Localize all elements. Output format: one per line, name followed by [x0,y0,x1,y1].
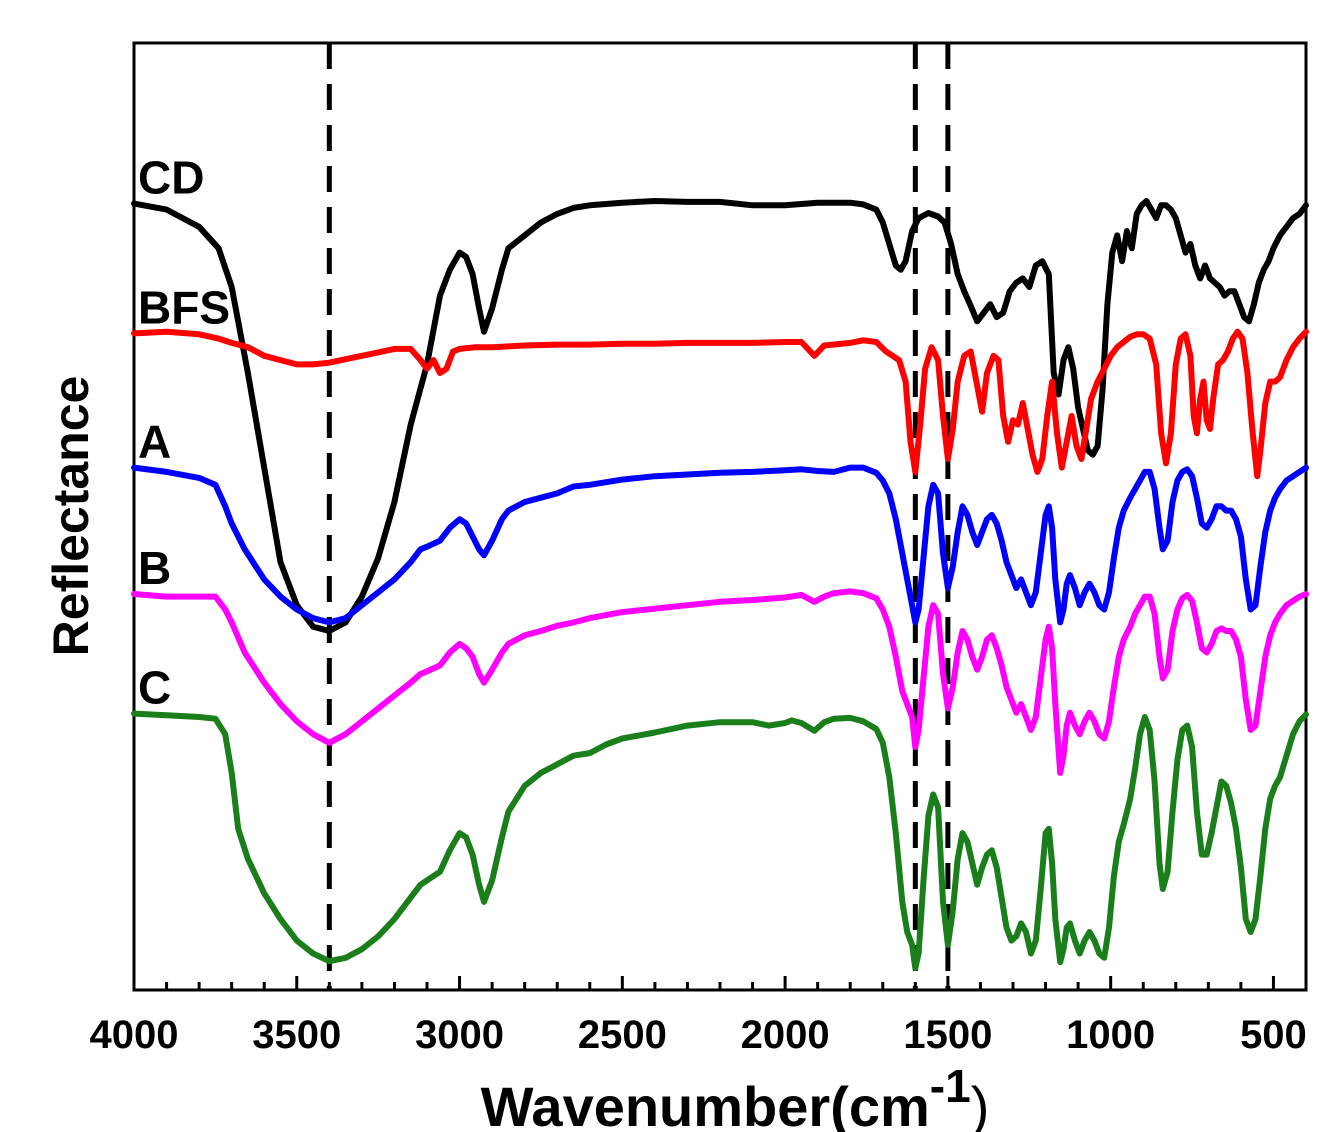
x-tick-label-2500: 2500 [578,1013,667,1057]
x-tick-label-4000: 4000 [90,1013,179,1057]
series-line-cd [131,198,1309,634]
x-axis-title-superscript: -1 [930,1060,971,1112]
x-axis-title: Wavenumber(cm-1) [481,1060,990,1132]
series-label-cd: CD [138,152,204,204]
x-axis-title-close: ) [971,1075,990,1132]
plot-frame [132,41,1308,992]
series-line-c [131,710,1309,972]
series-layer [131,198,1309,972]
x-ticks: 4000 3500 3000 2500 2000 1500 1000 500 [90,976,1308,1057]
x-tick-label-1000: 1000 [1066,1013,1155,1057]
x-tick-label-2000: 2000 [741,1013,830,1057]
series-label-b: B [138,542,171,594]
y-axis-title: Reflectance [43,376,99,657]
series-label-c: C [138,662,171,714]
x-axis-title-main: Wavenumber(cm [481,1075,930,1132]
x-tick-label-500: 500 [1240,1013,1307,1057]
series-label-bfs: BFS [138,281,230,333]
series-line-a [131,464,1309,626]
reference-lines [326,43,951,990]
series-labels: CD BFS A B C [138,152,230,714]
series-line-bfs [131,328,1309,480]
x-tick-label-1500: 1500 [903,1013,992,1057]
series-line-b [131,588,1309,776]
x-tick-label-3500: 3500 [252,1013,341,1057]
series-label-a: A [138,416,171,468]
x-tick-label-3000: 3000 [415,1013,504,1057]
